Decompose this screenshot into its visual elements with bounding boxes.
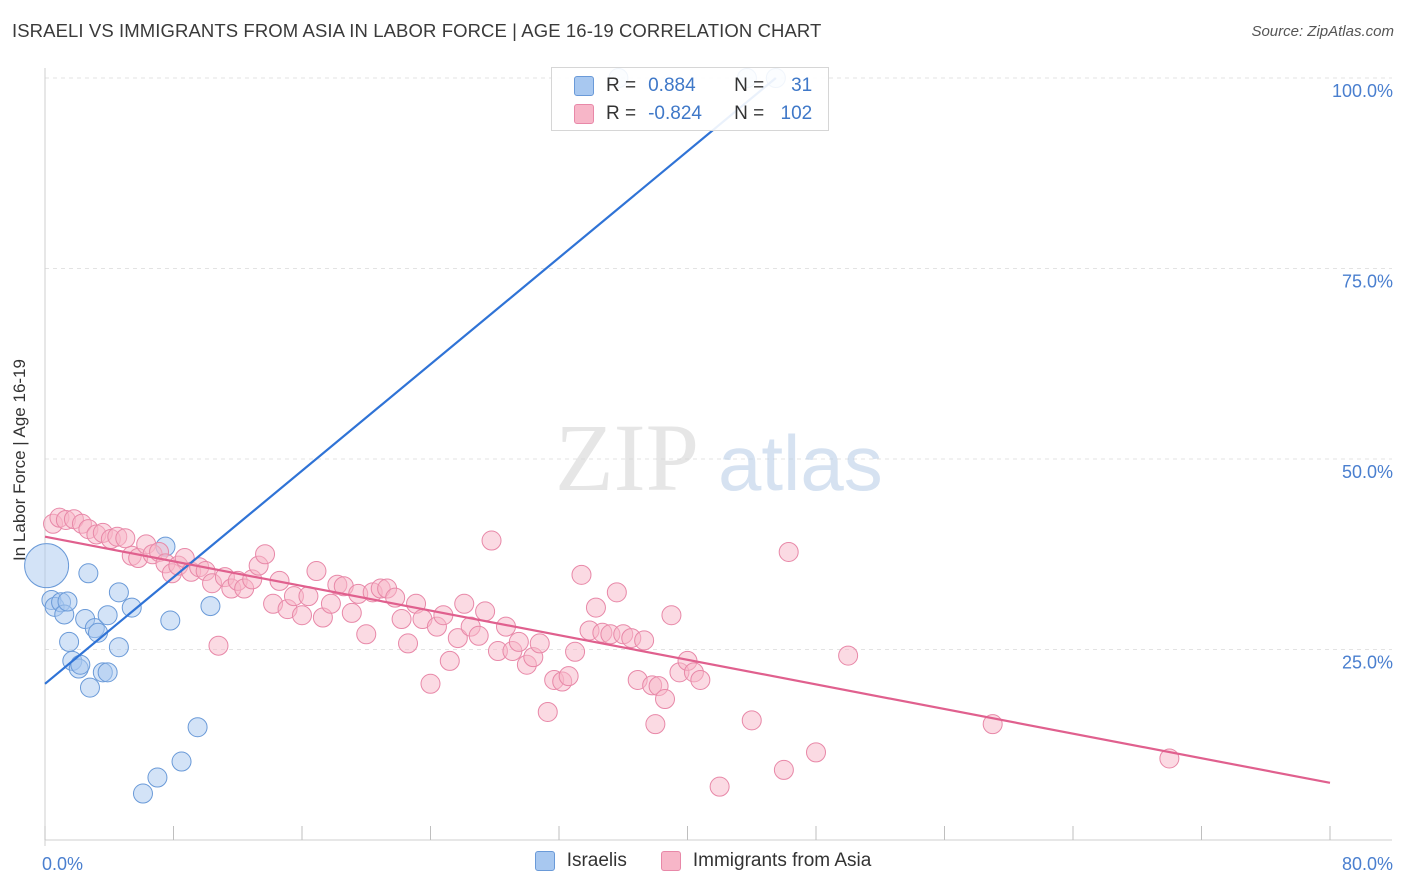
legend-r-value: -0.824 <box>648 103 702 124</box>
legend-r-label: R = <box>606 75 637 96</box>
data-point <box>79 677 100 698</box>
legend-swatch-asia <box>574 104 594 124</box>
series-immigrants-from-asia <box>43 507 1180 797</box>
chart-title: ISRAELI VS IMMIGRANTS FROM ASIA IN LABOR… <box>12 20 822 41</box>
legend-item-israelis[interactable]: Israelis <box>534 850 627 872</box>
data-point <box>645 714 666 735</box>
data-point <box>778 541 799 562</box>
data-point <box>97 605 118 626</box>
data-point <box>606 582 627 603</box>
data-point <box>255 544 276 565</box>
gridlines <box>45 77 1392 650</box>
data-point <box>171 751 192 772</box>
data-point <box>78 563 99 584</box>
data-point <box>481 530 502 551</box>
legend-row-israelis: R = 0.884 N = 31 <box>574 72 812 100</box>
legend-swatch-israelis <box>534 851 555 871</box>
data-point <box>160 610 181 631</box>
data-point <box>115 528 136 549</box>
legend-n-value: 102 <box>780 103 813 124</box>
y-tick-label: 100.0% <box>1332 81 1393 101</box>
data-point <box>108 582 129 603</box>
data-point <box>508 631 529 652</box>
data-point <box>661 605 682 626</box>
data-point <box>475 601 496 622</box>
legend-n-value: 31 <box>791 75 813 96</box>
legend-swatch-israelis <box>574 76 594 96</box>
watermark-atlas: atlas <box>718 419 883 507</box>
data-point <box>70 654 91 675</box>
legend-swatch-asia <box>660 851 681 871</box>
series-points <box>24 68 1180 804</box>
data-point <box>454 593 475 614</box>
stats-legend: R = 0.884 N = 31 R = -0.824 N = 102 <box>551 67 829 131</box>
legend-n-label: N = <box>734 75 765 96</box>
series-legend: Israelis Immigrants from Asia <box>0 850 1406 872</box>
data-point <box>690 669 711 690</box>
watermark-zip: ZIP <box>555 404 699 511</box>
data-point <box>565 641 586 662</box>
data-point <box>306 561 327 582</box>
legend-item-asia[interactable]: Immigrants from Asia <box>660 850 872 872</box>
legend-r-label: R = <box>606 103 637 124</box>
data-point <box>447 628 468 649</box>
data-point <box>709 776 730 797</box>
data-point <box>741 710 762 731</box>
data-point <box>420 673 441 694</box>
data-point <box>320 593 341 614</box>
data-point <box>292 605 312 626</box>
data-point <box>132 783 153 804</box>
data-point <box>529 633 550 654</box>
data-point <box>398 633 419 654</box>
y-tick-label: 50.0% <box>1342 462 1393 482</box>
data-point <box>57 591 78 612</box>
data-point <box>773 759 794 780</box>
data-point <box>108 637 129 658</box>
data-point <box>838 645 859 666</box>
data-point <box>200 596 221 617</box>
trend-line-israelis <box>44 77 777 685</box>
x-tick-label: 0.0% <box>42 854 83 874</box>
data-point <box>806 742 826 763</box>
y-tick-label: 25.0% <box>1342 653 1393 673</box>
data-point <box>391 609 412 630</box>
data-point <box>571 564 592 585</box>
legend-label-israelis: Israelis <box>566 850 627 871</box>
tick-labels: 25.0% 50.0% 75.0% 100.0% 0.0% 80.0% <box>42 81 1393 874</box>
legend-n-label: N = <box>734 103 765 124</box>
data-point <box>634 630 655 651</box>
series-israelis <box>24 68 786 804</box>
data-point <box>24 543 70 589</box>
y-tick-label: 75.0% <box>1342 272 1393 292</box>
data-point <box>439 650 460 671</box>
trend-line-immigrants-from-asia <box>44 535 1331 784</box>
trend-lines <box>44 77 1331 784</box>
data-point <box>537 701 558 722</box>
data-point <box>356 624 377 645</box>
data-point <box>558 666 579 687</box>
data-point <box>97 662 118 683</box>
data-point <box>147 767 168 788</box>
data-point <box>208 635 229 656</box>
data-point <box>341 602 362 623</box>
legend-label-asia: Immigrants from Asia <box>692 850 872 871</box>
legend-r-value: 0.884 <box>648 75 696 96</box>
data-point <box>121 597 142 618</box>
watermark: ZIP atlas <box>555 404 883 511</box>
source-credit: Source: ZipAtlas.com <box>1251 23 1394 40</box>
x-tick-label: 80.0% <box>1342 854 1393 874</box>
data-point <box>585 597 606 618</box>
data-point <box>655 689 676 710</box>
legend-row-asia: R = -0.824 N = 102 <box>574 100 812 128</box>
data-point <box>59 631 80 652</box>
data-point <box>468 625 489 646</box>
data-point <box>187 717 208 738</box>
axes <box>44 68 1392 846</box>
